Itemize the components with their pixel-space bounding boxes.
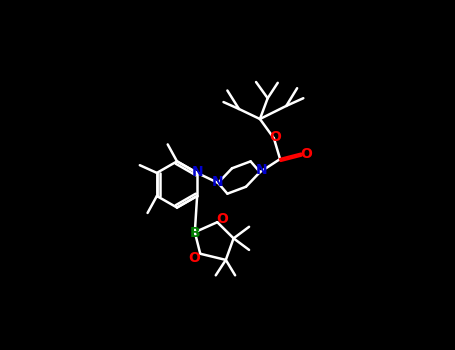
Text: N: N	[212, 175, 223, 189]
Text: O: O	[269, 130, 281, 144]
Text: B: B	[190, 226, 200, 240]
Text: O: O	[188, 251, 200, 265]
Text: O: O	[300, 147, 313, 161]
Text: O: O	[216, 212, 228, 226]
Text: N: N	[192, 165, 204, 179]
Text: N: N	[256, 163, 267, 177]
